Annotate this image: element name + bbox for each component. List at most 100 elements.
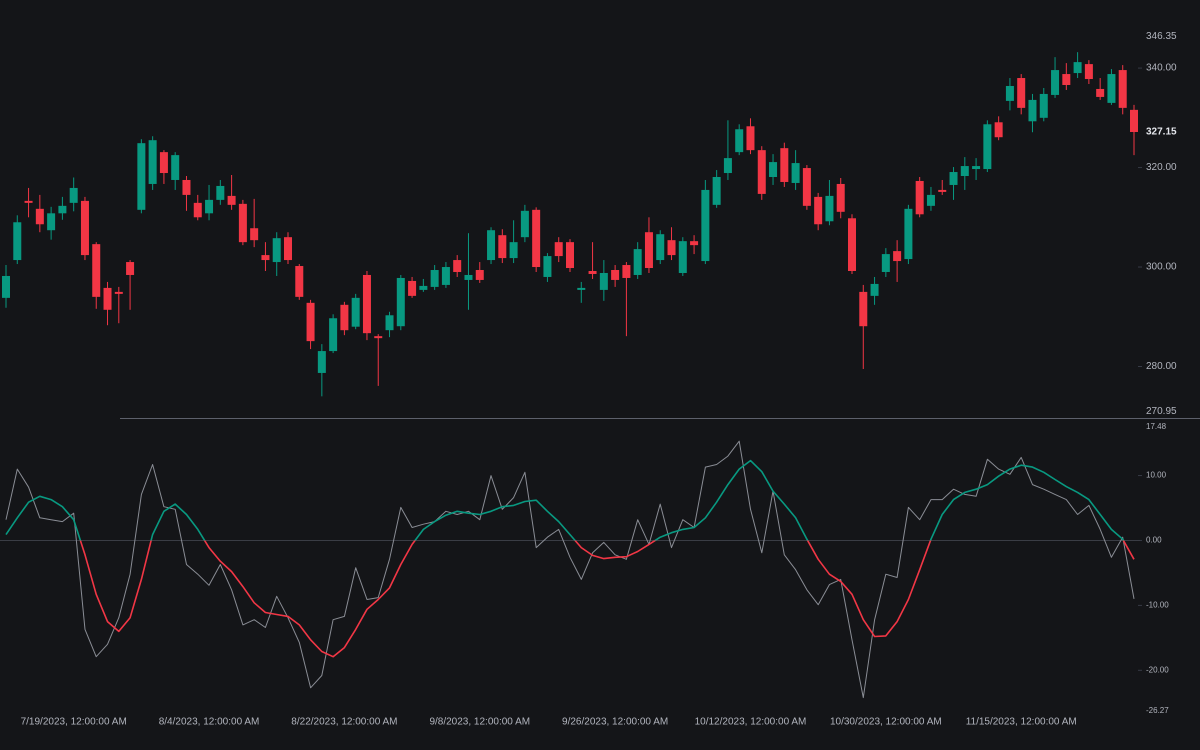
candle-body — [284, 237, 292, 261]
candle-body — [47, 213, 56, 231]
x-tick-label: 9/26/2023, 12:00:00 AM — [562, 717, 668, 728]
candle-body — [498, 235, 507, 259]
candle-body — [814, 196, 823, 225]
candle-body — [1084, 64, 1093, 80]
candle-body — [1017, 78, 1026, 108]
candle-body — [656, 234, 665, 261]
candle-body — [1096, 88, 1105, 97]
candle-body — [926, 194, 935, 206]
candle-body — [137, 143, 146, 210]
candle-body — [554, 242, 563, 257]
candle-body — [171, 155, 180, 180]
candle-body — [938, 189, 947, 192]
candle-body — [227, 195, 236, 205]
candle-body — [769, 162, 778, 178]
candle-body — [588, 270, 597, 274]
candle-body — [362, 274, 371, 334]
candle-body — [881, 254, 890, 272]
candle-body — [205, 199, 214, 214]
candle-body — [396, 277, 405, 327]
candle-body — [182, 179, 191, 195]
candle-body — [746, 126, 755, 151]
x-tick-label: 7/19/2023, 12:00:00 AM — [21, 717, 127, 728]
candle-body — [80, 200, 89, 256]
candle-body — [723, 158, 732, 174]
candle-body — [690, 241, 699, 246]
candle-body — [791, 163, 800, 183]
candle-body — [351, 297, 360, 327]
candle-body — [238, 203, 247, 243]
candle-body — [340, 304, 349, 331]
candle-body — [802, 168, 811, 206]
candle-body — [633, 249, 642, 275]
candle-body — [825, 195, 834, 222]
candle-body — [904, 208, 913, 260]
y-tick-label: -20.00 — [1146, 665, 1169, 674]
candle-body — [543, 256, 552, 277]
y-tick-label: 10.00 — [1146, 471, 1167, 480]
candle-body — [295, 266, 304, 297]
candle-body — [520, 210, 529, 238]
candle-body — [126, 262, 135, 275]
candle-body — [1130, 109, 1138, 132]
candle-body — [509, 242, 518, 259]
candle-body — [836, 183, 845, 212]
candle-body — [272, 238, 281, 263]
y-axis-limit-label: -26.27 — [1146, 706, 1169, 715]
x-tick-label: 8/22/2023, 12:00:00 AM — [291, 717, 397, 728]
candle-body — [114, 291, 123, 294]
y-tick-label: 300.00 — [1146, 262, 1177, 273]
y-tick-label: 320.00 — [1146, 162, 1177, 173]
candle-body — [577, 287, 586, 290]
y-axis-limit-label: 346.35 — [1146, 31, 1177, 42]
y-tick-label: -10.00 — [1146, 600, 1169, 609]
y-axis-limit-label: 17.48 — [1146, 422, 1167, 431]
raw-line — [5, 440, 1135, 699]
candle-body — [216, 185, 225, 200]
candle-body — [69, 187, 78, 203]
candle-body — [317, 351, 326, 373]
x-tick-label: 8/4/2023, 12:00:00 AM — [159, 717, 260, 728]
candle-body — [972, 166, 981, 170]
candle-body — [441, 267, 450, 285]
candle-body — [870, 283, 879, 296]
candle-body — [983, 124, 992, 170]
candle-body — [678, 241, 687, 273]
candle-body — [644, 232, 653, 269]
y-tick-label: 0.00 — [1146, 536, 1162, 545]
candle-body — [148, 140, 157, 184]
candle-body — [667, 240, 676, 256]
candle-body — [408, 280, 417, 296]
candle-body — [35, 208, 44, 225]
candle-body — [566, 242, 574, 269]
candle-body — [58, 205, 67, 214]
candle-body — [487, 230, 496, 261]
last-price-label: 327.15 — [1146, 127, 1177, 138]
candle-body — [329, 318, 338, 352]
candle-body — [611, 270, 620, 280]
x-tick-label: 11/15/2023, 12:00:00 AM — [966, 717, 1077, 728]
candle-body — [385, 315, 394, 331]
candle-body — [915, 180, 924, 215]
candle-body — [757, 150, 766, 194]
candle-body — [250, 228, 259, 241]
candle-body — [1107, 74, 1116, 103]
candle-body — [419, 285, 428, 290]
x-tick-label: 10/12/2023, 12:00:00 AM — [695, 717, 807, 728]
candle-body — [735, 129, 744, 153]
candle-body — [532, 209, 541, 268]
candle-body — [1051, 70, 1060, 95]
smoothed-line — [5, 459, 1135, 658]
candle-body — [453, 260, 462, 272]
y-tick-label: 280.00 — [1146, 361, 1177, 372]
candle-body — [1118, 70, 1127, 108]
candle-body — [261, 255, 270, 261]
candle-body — [1073, 62, 1082, 74]
candle-body — [92, 244, 101, 297]
candle-body — [712, 177, 721, 205]
candle-body — [464, 274, 473, 280]
candle-body — [430, 270, 439, 287]
candle-body — [159, 152, 168, 174]
